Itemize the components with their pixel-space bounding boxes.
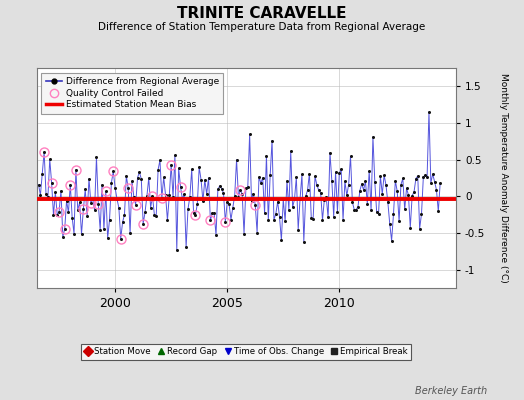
Text: TRINITE CARAVELLE: TRINITE CARAVELLE [177,6,347,21]
Text: Berkeley Earth: Berkeley Earth [415,386,487,396]
Text: Difference of Station Temperature Data from Regional Average: Difference of Station Temperature Data f… [99,22,425,32]
Y-axis label: Monthly Temperature Anomaly Difference (°C): Monthly Temperature Anomaly Difference (… [499,73,508,283]
Legend: Station Move, Record Gap, Time of Obs. Change, Empirical Break: Station Move, Record Gap, Time of Obs. C… [81,344,411,360]
Legend: Difference from Regional Average, Quality Control Failed, Estimated Station Mean: Difference from Regional Average, Qualit… [41,72,223,114]
